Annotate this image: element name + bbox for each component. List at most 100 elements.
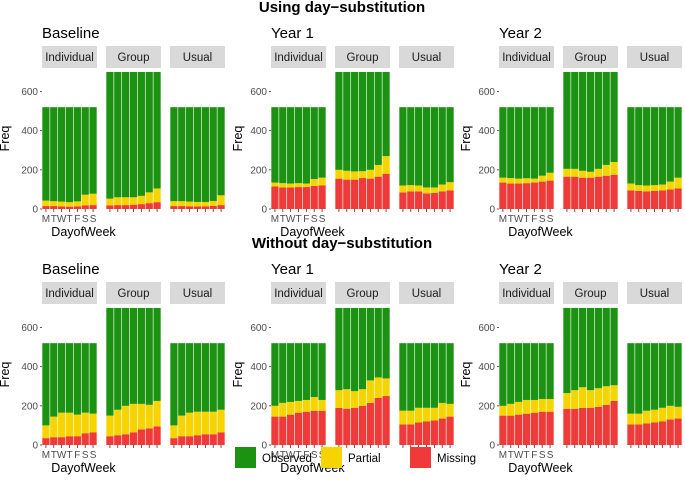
bar-missing (358, 178, 367, 209)
x-tick-label: M (42, 450, 50, 461)
bar-missing (201, 206, 209, 209)
bar-partial (287, 183, 295, 188)
bar-observed (335, 71, 343, 170)
bar-partial (106, 415, 114, 437)
facet-strip (563, 282, 618, 304)
x-tick-label: F (531, 450, 537, 461)
bar-missing (114, 435, 122, 445)
bar-observed (571, 307, 579, 391)
bar-missing (579, 407, 587, 445)
section-titles: Using day−substitution Without day−substi… (252, 0, 432, 252)
bar-missing (499, 415, 507, 445)
x-tick-label: S (547, 214, 554, 225)
bar-missing (129, 204, 138, 209)
x-tick-label: S (90, 214, 97, 225)
facet-strip (170, 46, 225, 68)
bar-observed (170, 343, 178, 426)
bar-observed (73, 343, 81, 415)
panel-title: Year 2 (499, 25, 542, 42)
bar-partial (137, 195, 145, 205)
bar-partial (635, 413, 643, 425)
facet-strip (399, 282, 454, 304)
bar-partial (382, 156, 390, 174)
bar-partial (635, 185, 643, 191)
bar-observed (271, 107, 279, 183)
bar-observed (522, 343, 531, 400)
bar-missing (594, 406, 602, 445)
bar-partial (50, 201, 58, 207)
bar-partial (294, 183, 303, 188)
facet-strip (271, 46, 326, 68)
bar-observed (145, 71, 153, 193)
bar-missing (193, 435, 202, 445)
bar-observed (58, 343, 66, 413)
bar-partial (287, 401, 295, 415)
x-tick-label: T (51, 214, 57, 225)
facet-strip (627, 46, 682, 68)
bar-partial (217, 409, 225, 433)
panel-title: Year 2 (499, 261, 542, 278)
bar-partial (145, 192, 153, 204)
bar-partial (415, 407, 423, 423)
bar-missing (73, 436, 81, 445)
bar-observed (310, 107, 318, 180)
bar-observed (50, 107, 58, 202)
bar-missing (374, 176, 382, 209)
bar-observed (415, 343, 423, 408)
bar-observed (186, 343, 194, 413)
bar-observed (563, 71, 571, 169)
y-tick-label: 200 (21, 401, 38, 412)
facet-strip-label: Group (118, 52, 150, 64)
facet-strip-label: Group (118, 288, 150, 300)
bar-missing (170, 438, 178, 445)
facet-strip-label: Usual (640, 52, 669, 64)
bar-observed (382, 307, 390, 379)
bar-observed (538, 107, 546, 176)
y-tick-label: 400 (478, 126, 495, 137)
bar-observed (430, 343, 438, 408)
legend-swatch (321, 447, 342, 468)
bar-missing (335, 407, 343, 445)
y-axis-title: Freq (459, 362, 473, 388)
y-axis-title: Freq (231, 362, 245, 388)
bar-observed (499, 107, 507, 178)
bar-observed (422, 107, 431, 188)
facet-strip-label: Individual (274, 288, 323, 300)
y-tick-label: 400 (21, 362, 38, 373)
bar-observed (658, 343, 666, 408)
facet-group: Group (335, 282, 390, 448)
bar-observed (122, 307, 130, 406)
bar-observed (114, 71, 122, 198)
bar-partial (209, 411, 217, 435)
bar-missing (382, 173, 390, 209)
bar-partial (279, 183, 287, 188)
bar-missing (499, 182, 507, 209)
bar-observed (129, 307, 138, 404)
x-tick-label: W (286, 214, 296, 225)
bar-missing (81, 205, 89, 209)
facet-strip (499, 282, 554, 304)
bar-partial (658, 184, 666, 191)
bar-missing (602, 175, 610, 209)
bar-partial (407, 185, 415, 192)
bar-observed (122, 71, 130, 198)
bar-missing (366, 402, 374, 445)
bar-partial (507, 403, 515, 416)
bar-missing (302, 411, 310, 445)
bar-missing (666, 419, 674, 445)
bar-missing (430, 192, 438, 209)
bar-missing (610, 400, 618, 445)
bar-partial (399, 185, 407, 193)
bar-partial (335, 390, 343, 408)
bar-missing (610, 174, 618, 209)
bar-partial (58, 201, 66, 207)
bar-partial (302, 399, 310, 412)
facet-group: Group (106, 282, 161, 448)
bar-observed (170, 107, 178, 202)
x-tick-label: S (319, 214, 326, 225)
bar-observed (438, 107, 446, 185)
bar-partial (186, 412, 194, 437)
bar-missing (415, 422, 423, 445)
bar-missing (530, 182, 538, 209)
